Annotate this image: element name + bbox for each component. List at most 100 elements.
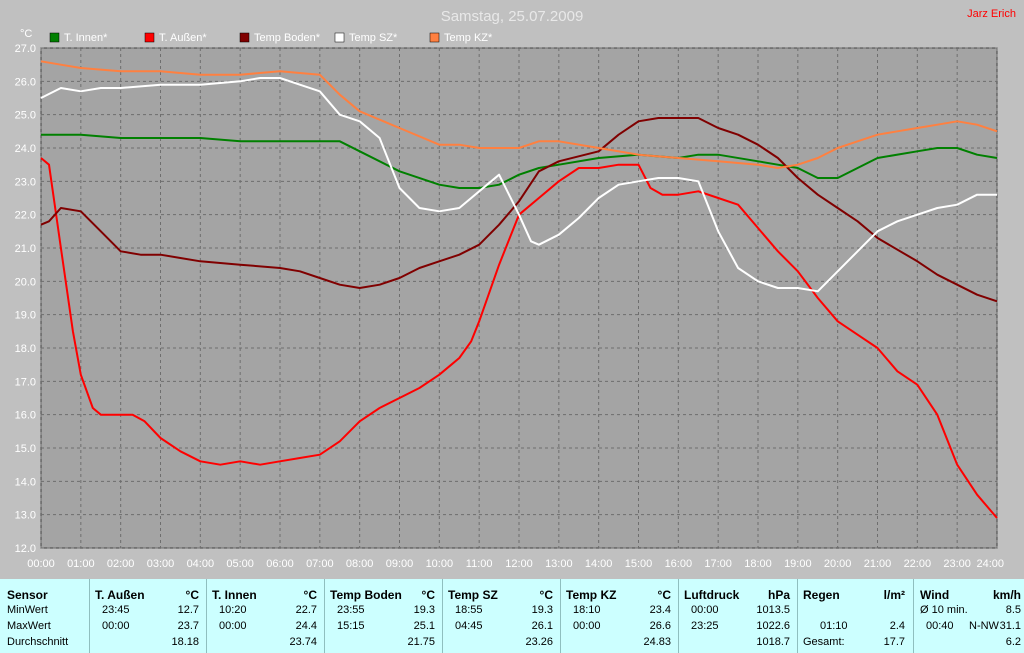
stats-min-value: 22.7	[295, 604, 317, 616]
legend-label: Temp KZ*	[444, 32, 493, 44]
series-lines	[40, 60, 998, 519]
max-row-label: MaxWert	[7, 620, 51, 632]
y-tick-label: 22.0	[15, 210, 36, 222]
stats-max-value: 1022.6	[756, 620, 790, 632]
stats-column-name: T. Außen	[95, 588, 145, 602]
stats-min-time: 00:00	[691, 604, 719, 616]
y-tick-label: 12.0	[15, 543, 36, 555]
stats-column: Temp Boden °C 23:55 19.3 15:15 25.1 21.75	[325, 579, 443, 653]
wind-avg10-label: Ø 10 min.	[920, 604, 968, 616]
stats-min-value: 19.3	[413, 604, 435, 616]
regen-total-value: 17.7	[883, 636, 905, 648]
stats-column-unit: °C	[421, 588, 435, 602]
grid-lines	[40, 47, 998, 549]
series-line	[40, 77, 997, 293]
stats-avg-value: 23.74	[289, 636, 317, 648]
x-tick-label: 10:00	[426, 558, 454, 570]
x-tick-label: 15:00	[625, 558, 653, 570]
stats-min-value: 12.7	[177, 604, 199, 616]
stats-column-unit: °C	[657, 588, 671, 602]
min-row-label: MinWert	[7, 604, 48, 616]
x-tick-label: 18:00	[744, 558, 772, 570]
stats-max-value: 26.1	[531, 620, 553, 632]
stats-column: Temp SZ °C 18:55 19.3 04:45 26.1 23.26	[443, 579, 561, 653]
stats-column: T. Außen °C 23:45 12.7 00:00 23.7 18.18	[90, 579, 207, 653]
wind-max-value: 31.1	[999, 620, 1021, 632]
regen-total-label: Gesamt:	[803, 636, 845, 648]
y-tick-label: 15.0	[15, 443, 36, 455]
stats-column: Temp KZ °C 18:10 23.4 00:00 26.6 24.83	[561, 579, 679, 653]
x-tick-label: 23:00	[943, 558, 971, 570]
wind-max-dir: N-NW	[969, 620, 999, 632]
stats-column-unit: hPa	[767, 588, 790, 602]
x-tick-labels: 00:00 01:00 02:00 03:00 04:00 05:00 06:00 07:00…	[27, 558, 1004, 570]
x-tick-label: 16:00	[665, 558, 693, 570]
x-tick-label: 08:00	[346, 558, 374, 570]
stats-column: Luftdruck hPa 00:00 1013.5 23:25 1022.6 1018.7	[679, 579, 798, 653]
regen-unit: l/m²	[883, 588, 905, 602]
author-label: Jarz Erich	[967, 8, 1016, 20]
stats-avg-value: 1018.7	[756, 636, 790, 648]
x-tick-label: 11:00	[466, 558, 493, 570]
y-tick-label: 14.0	[15, 476, 36, 488]
stats-column-unit: °C	[185, 588, 199, 602]
stats-column-name: T. Innen	[212, 588, 257, 602]
stats-avg-value: 18.18	[171, 636, 199, 648]
stats-max-time: 00:00	[219, 620, 247, 632]
stats-max-value: 25.1	[413, 620, 435, 632]
y-tick-label: 26.0	[15, 76, 36, 88]
y-tick-label: 21.0	[15, 243, 36, 255]
y-tick-labels: 12.0 13.0 14.0 15.0 16.0 17.0 18.0 19.0 20.0 21.0…	[15, 43, 36, 555]
stats-avg-value: 23.26	[525, 636, 553, 648]
stats-column-name: Temp KZ	[566, 588, 617, 602]
legend-swatch	[49, 32, 60, 43]
series-line	[40, 117, 998, 303]
wind-header: Wind	[920, 588, 950, 602]
legend-label: Temp SZ*	[349, 32, 398, 44]
stats-max-time: 23:25	[691, 620, 719, 632]
stats-max-value: 24.4	[295, 620, 317, 632]
stats-avg-value: 21.75	[407, 636, 435, 648]
series-line	[40, 157, 998, 519]
y-tick-label: 27.0	[15, 43, 36, 55]
y-tick-label: 20.0	[15, 276, 36, 288]
x-tick-label: 01:00	[67, 558, 95, 570]
chart-title: Samstag, 25.07.2009	[441, 8, 584, 25]
stats-column-unit: °C	[303, 588, 317, 602]
legend-swatch	[144, 32, 155, 43]
legend-swatch	[429, 32, 440, 43]
legend-swatch	[334, 32, 345, 43]
stats-max-time: 15:15	[337, 620, 365, 632]
stats-min-value: 23.4	[649, 604, 671, 616]
regen-header: Regen	[803, 588, 840, 602]
stats-column-regen: Regen l/m² 01:10 2.4 Gesamt: 17.7	[798, 579, 914, 653]
x-tick-label: 03:00	[147, 558, 175, 570]
y-tick-label: 23.0	[15, 176, 36, 188]
y-tick-label: 17.0	[15, 376, 36, 388]
x-tick-label: 12:00	[505, 558, 533, 570]
x-tick-label: 09:00	[386, 558, 414, 570]
stats-avg-value: 24.83	[643, 636, 671, 648]
regen-max-time: 01:10	[820, 620, 848, 632]
stats-min-time: 18:10	[573, 604, 601, 616]
legend-swatch	[239, 32, 250, 43]
stats-sensor-column: Sensor MinWert MaxWert Durchschnitt	[0, 579, 90, 653]
x-tick-label: 05:00	[226, 558, 254, 570]
x-tick-label: 04:00	[187, 558, 215, 570]
stats-max-time: 04:45	[455, 620, 483, 632]
regen-max-value: 2.4	[889, 620, 905, 632]
stats-column-name: Luftdruck	[684, 588, 740, 602]
stats-max-time: 00:00	[102, 620, 130, 632]
x-tick-label: 19:00	[784, 558, 812, 570]
wind-avg-value: 6.2	[1005, 636, 1021, 648]
x-tick-label: 21:00	[864, 558, 892, 570]
x-tick-label: 06:00	[266, 558, 294, 570]
stats-min-value: 1013.5	[756, 604, 790, 616]
sensor-header: Sensor	[7, 588, 48, 602]
x-tick-label: 20:00	[824, 558, 852, 570]
x-tick-label: 13:00	[545, 558, 573, 570]
x-tick-label: 07:00	[306, 558, 334, 570]
y-tick-label: 13.0	[15, 510, 36, 522]
y-axis-unit: °C	[20, 28, 32, 40]
stats-column-wind: Wind km/h Ø 10 min. 8.5 00:40 N-NW 31.1 …	[914, 579, 1024, 653]
